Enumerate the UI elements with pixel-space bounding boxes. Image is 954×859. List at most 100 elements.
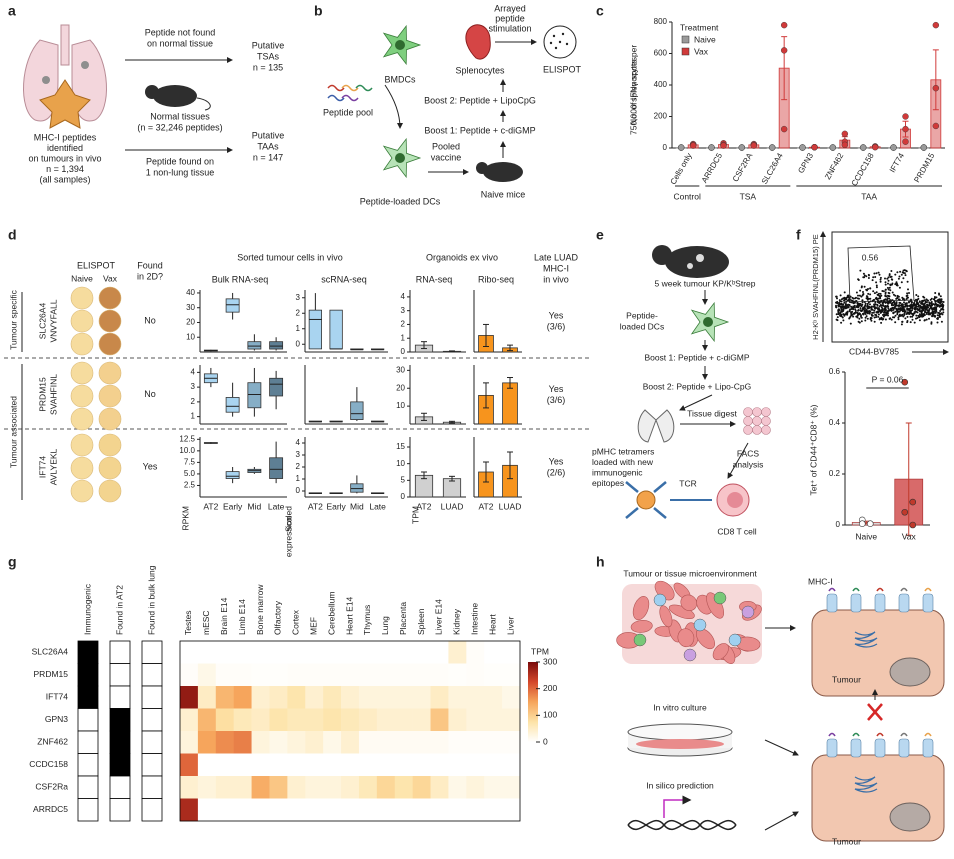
heat-cell <box>394 776 413 799</box>
legend-swatch <box>681 47 690 56</box>
flow-event <box>848 309 851 312</box>
heat-cell <box>466 776 485 799</box>
flow-event <box>893 307 895 310</box>
heat-cell <box>448 708 467 732</box>
y-tick-label: 30 <box>186 303 195 312</box>
flow-event <box>898 298 901 301</box>
tissue-label: Kidney <box>452 608 462 635</box>
flow-event <box>894 273 897 276</box>
source-text: n = 1,394 <box>46 164 84 174</box>
flow-event <box>859 269 862 272</box>
flow-event <box>890 304 893 307</box>
flow-event <box>840 321 843 324</box>
x-tick-label: LUAD <box>441 501 464 511</box>
flow-event <box>901 271 904 274</box>
heat-cell <box>341 731 360 754</box>
flow-event <box>860 286 863 289</box>
flow-event <box>908 292 910 294</box>
flow-event <box>875 281 878 284</box>
peptide <box>327 94 345 102</box>
flow-event <box>940 298 943 301</box>
heat-cell <box>305 798 324 822</box>
x-tick-label: Late <box>369 501 386 511</box>
flag-cell <box>109 775 131 799</box>
digest-cell <box>743 416 753 426</box>
tissue-label: mESC <box>201 610 211 635</box>
tissue-label: Lung <box>380 616 390 635</box>
tetramer-text: epitopes <box>592 478 624 488</box>
y-tick-label: 0 <box>296 486 301 495</box>
flow-event <box>884 281 887 284</box>
y-tick-label: 2 <box>296 462 301 471</box>
flow-event <box>930 297 933 300</box>
flow-event <box>857 309 859 312</box>
flow-event <box>867 277 870 279</box>
heat-cell <box>394 798 413 822</box>
flow-event <box>858 294 861 297</box>
x-tick-label: AT2 <box>203 501 218 511</box>
flow-event <box>864 310 867 313</box>
x-tick-label: AT2 <box>308 501 323 511</box>
flow-event <box>860 314 862 317</box>
heat-cell <box>484 798 503 822</box>
tissue-label: Testes <box>183 610 193 635</box>
axis-label: TPM <box>410 506 420 524</box>
flow-event <box>887 279 890 282</box>
legend-label: Vax <box>694 46 709 56</box>
scene-label: In vitro culture <box>653 702 707 712</box>
flow-event <box>866 297 869 300</box>
point <box>799 144 806 151</box>
flow-event <box>938 292 940 295</box>
elispot-well <box>70 479 94 503</box>
flow-event <box>856 316 859 319</box>
gene-label: IFT74 <box>46 692 68 702</box>
legend-swatch <box>681 35 690 44</box>
heat-cell <box>305 641 324 664</box>
flow-event <box>836 316 839 319</box>
flow-event <box>885 313 888 316</box>
y-tick-label: 0 <box>296 339 301 348</box>
heat-cell <box>466 798 485 822</box>
flow-event <box>930 301 933 303</box>
taa-text: TAAs <box>257 141 279 151</box>
tissue-cell <box>680 594 698 612</box>
header: Sorted tumour cells in vivo <box>237 252 343 262</box>
tetramer-text: pMHC tetramers <box>592 446 654 456</box>
tumour-spot <box>687 263 693 269</box>
flow-event <box>860 320 863 323</box>
flag-cell <box>109 708 131 732</box>
elispot-well <box>98 309 122 333</box>
flow-event <box>916 298 919 301</box>
x-tick-label: Mid <box>248 501 262 511</box>
colorbar-tick-label: 200 <box>543 683 557 693</box>
flow-event <box>873 309 876 312</box>
flow-event <box>846 311 849 314</box>
flow-event <box>910 303 913 306</box>
peptide-label: VNVYFALL <box>48 299 58 342</box>
y-tick-label: 3 <box>296 293 301 302</box>
mhc <box>922 593 934 613</box>
heat-cell <box>448 641 467 664</box>
heat-cell <box>215 753 234 777</box>
heat-cell <box>448 663 467 687</box>
flow-event <box>847 299 850 302</box>
heat-cell <box>215 708 234 732</box>
flow-event <box>923 305 926 308</box>
heat-cell <box>412 753 431 777</box>
arrow <box>764 739 799 756</box>
mouse-tail <box>196 97 211 111</box>
flow-event <box>904 310 906 312</box>
heat-cell <box>197 641 217 664</box>
flow-event <box>855 305 858 308</box>
heat-cell <box>412 708 431 732</box>
dish-top <box>627 723 733 741</box>
heat-cell <box>305 776 324 799</box>
tissue-label: Bone marrow <box>255 584 265 635</box>
spot <box>558 40 562 44</box>
y-tick-label: 1 <box>191 412 196 421</box>
point <box>677 144 685 151</box>
heat-cell <box>197 753 217 777</box>
normal-text: Normal tissues <box>150 111 210 121</box>
heat-cell <box>394 731 413 754</box>
y-tick-label: 2 <box>296 308 301 317</box>
